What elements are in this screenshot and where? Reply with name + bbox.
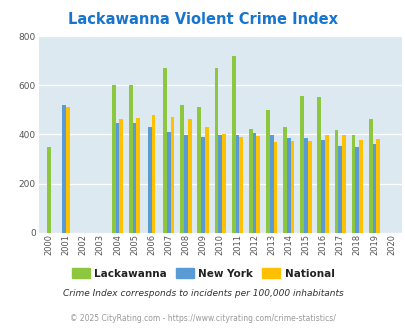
Bar [375,139,379,233]
Bar [239,137,243,233]
Bar [151,115,155,233]
Bar [214,68,218,233]
Bar [358,140,362,233]
Bar [324,135,328,233]
Bar [300,96,303,233]
Bar [341,135,345,233]
Bar [205,127,208,233]
Bar [163,68,166,233]
Bar [337,146,341,233]
Bar [334,130,337,233]
Bar [66,108,70,233]
Bar [170,117,174,233]
Bar [188,118,191,233]
Bar [355,148,358,233]
Bar [282,127,286,233]
Bar [252,133,256,233]
Bar [136,117,140,233]
Text: © 2025 CityRating.com - https://www.cityrating.com/crime-statistics/: © 2025 CityRating.com - https://www.city… [70,314,335,323]
Bar [201,137,205,233]
Bar [231,56,235,233]
Bar [132,123,136,233]
Bar [218,135,222,233]
Bar [115,123,119,233]
Bar [307,141,311,233]
Bar [269,135,273,233]
Bar [147,127,151,233]
Bar [372,144,375,233]
Bar [111,85,115,233]
Text: Lackawanna Violent Crime Index: Lackawanna Violent Crime Index [68,12,337,26]
Bar [290,141,294,233]
Bar [62,105,66,233]
Text: Crime Index corresponds to incidents per 100,000 inhabitants: Crime Index corresponds to incidents per… [62,289,343,298]
Bar [180,105,183,233]
Bar [265,111,269,233]
Bar [256,136,260,233]
Bar [273,142,277,233]
Bar [222,134,225,233]
Legend: Lackawanna, New York, National: Lackawanna, New York, National [67,264,338,283]
Bar [317,97,320,233]
Bar [119,119,123,233]
Bar [166,132,170,233]
Bar [248,129,252,233]
Bar [183,135,188,233]
Bar [368,119,372,233]
Bar [351,135,355,233]
Bar [128,85,132,233]
Bar [197,108,201,233]
Bar [303,138,307,233]
Bar [235,135,239,233]
Bar [286,138,290,233]
Bar [320,140,324,233]
Bar [47,147,51,233]
